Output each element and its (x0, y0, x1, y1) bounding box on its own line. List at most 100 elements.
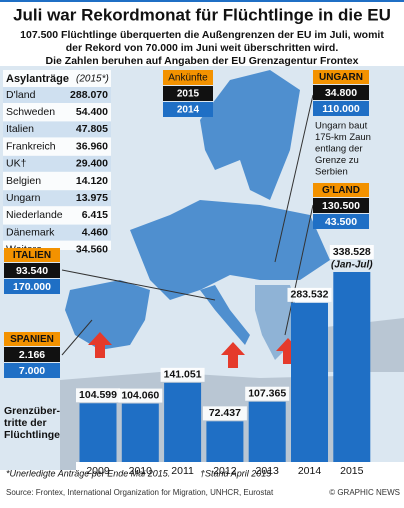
connector (284, 204, 314, 336)
callout-current-bg (4, 347, 60, 362)
table-title: Asylanträge (6, 73, 69, 85)
callout-label: ITALIEN (13, 250, 51, 261)
table-period: (2015*) (76, 74, 109, 85)
x-tick-label: 2015 (340, 465, 364, 477)
bar (164, 382, 202, 462)
value-label: 283.532 (291, 289, 329, 301)
callout-previous-bg (4, 279, 60, 294)
table-value: 36.960 (76, 140, 108, 152)
callout-current-bg (313, 198, 369, 213)
title: Juli war Rekordmonat für Flüchtlinge in … (13, 5, 391, 24)
chart-label: Flüchtlinge (4, 429, 60, 441)
table-value: 6.415 (82, 209, 108, 221)
callout-label-bg (4, 248, 60, 262)
callout-previous: 110.000 (322, 103, 360, 115)
subtitle: Die Zahlen beruhen auf Angaben der EU Gr… (46, 55, 359, 67)
callouts: UNGARN 34.800 110.000 G'LAND 130.500 43.500 IT… (4, 70, 369, 378)
bar (333, 272, 371, 462)
subtitle: der Rekord von 70.000 im Juni weit übers… (66, 42, 339, 54)
route-arrow (221, 342, 245, 368)
value-label-bg (245, 386, 290, 401)
table-country: UK† (6, 158, 27, 170)
chart-label: tritte der (4, 417, 47, 429)
value-label-bg (118, 388, 163, 403)
value-label-bg (76, 388, 120, 403)
legend-previous-swatch (163, 102, 213, 117)
legend: Ankünfte 2015 2014 (163, 70, 213, 117)
callout-current: 130.500 (322, 200, 360, 212)
chart-label: Grenzüber- (4, 405, 61, 417)
legend-previous: 2014 (177, 105, 200, 116)
callout-current: 93.540 (16, 265, 48, 277)
note-line: Grenze zu (315, 155, 359, 166)
note-line: Serbien (315, 167, 348, 178)
note-line: entlang der (315, 144, 363, 155)
value-label-bg (329, 245, 374, 259)
x-tick-label: 2011 (171, 465, 194, 477)
bar (121, 403, 159, 462)
x-tick-label: 2012 (213, 465, 237, 477)
table-value: 4.460 (82, 226, 108, 238)
callout-label: G'LAND (322, 185, 360, 196)
table-value: 34.560 (76, 244, 108, 256)
connector (274, 94, 314, 263)
table-value: 29.400 (76, 158, 108, 170)
callout-label: SPANIEN (10, 334, 54, 345)
connector (61, 269, 216, 301)
table-country: Frankreich (6, 140, 56, 152)
table-row-bg (3, 155, 111, 172)
value-label: 104.060 (121, 389, 159, 401)
subtitle: 107.500 Flüchtlinge überquerten die Auße… (20, 29, 384, 41)
table-country: Ungarn (6, 192, 41, 204)
central-europe (130, 200, 330, 300)
axis-band (76, 462, 404, 480)
table-value: 14.120 (76, 175, 108, 187)
callout-label-bg (313, 70, 369, 84)
bar (248, 401, 286, 462)
callout-label-bg (313, 183, 369, 197)
value-label: 141.051 (164, 369, 202, 381)
table-row-bg (3, 224, 111, 241)
table-country: Schweden (6, 106, 55, 118)
value-label: 338.528 (333, 246, 371, 258)
table-value: 288.070 (70, 89, 108, 101)
iberia (65, 280, 150, 350)
value-label: 104.599 (79, 389, 117, 401)
bar (79, 403, 117, 462)
table-country: Niederlande (6, 209, 63, 221)
top-rule (0, 0, 404, 2)
footnote: *Unerledigte Anträge per Ende Mai 2015. (6, 468, 170, 478)
callout-current-bg (313, 85, 369, 100)
value-label: 72.437 (209, 407, 241, 419)
value-label-bg (287, 287, 332, 302)
legend-title-bg (163, 70, 213, 85)
table-value: 47.805 (76, 123, 108, 135)
value-label: 107.365 (248, 388, 286, 400)
note-line: Ungarn baut (315, 121, 368, 132)
footnote: †Stand April 2015 (200, 468, 272, 478)
callout-previous-bg (313, 214, 369, 229)
x-tick-label: 2010 (129, 465, 153, 477)
note-line: 175-km Zaun (315, 132, 371, 143)
x-tick-label: 2013 (256, 465, 280, 477)
x-tick-label: 2009 (86, 465, 110, 477)
table-country: Belgien (6, 175, 41, 187)
callout-previous: 7.000 (19, 365, 45, 377)
header-bg (0, 4, 404, 66)
table-country: Dänemark (6, 226, 55, 238)
value-label-bg (202, 406, 247, 421)
callout-current-bg (4, 263, 60, 278)
credit: © GRAPHIC NEWS (329, 488, 400, 497)
table-row-bg (3, 190, 111, 207)
callout-label: UNGARN (319, 72, 363, 83)
table-country: Italien (6, 123, 34, 135)
legend-title: Ankünfte (168, 73, 208, 84)
bar (206, 421, 244, 462)
bar (291, 302, 328, 462)
callout-current: 2.166 (19, 349, 45, 361)
table-value: 54.400 (76, 106, 108, 118)
